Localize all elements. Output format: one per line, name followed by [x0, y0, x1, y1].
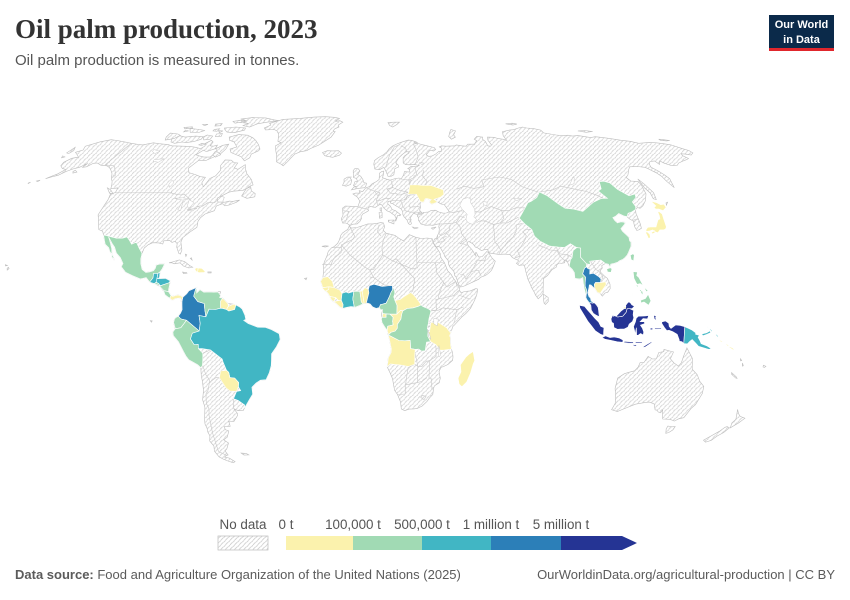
svg-text:1 million t: 1 million t [463, 517, 520, 532]
svg-text:0 t: 0 t [279, 517, 294, 532]
svg-text:No data: No data [220, 517, 267, 532]
svg-text:5 million t: 5 million t [533, 517, 590, 532]
svg-text:500,000 t: 500,000 t [394, 517, 450, 532]
svg-text:100,000 t: 100,000 t [325, 517, 381, 532]
